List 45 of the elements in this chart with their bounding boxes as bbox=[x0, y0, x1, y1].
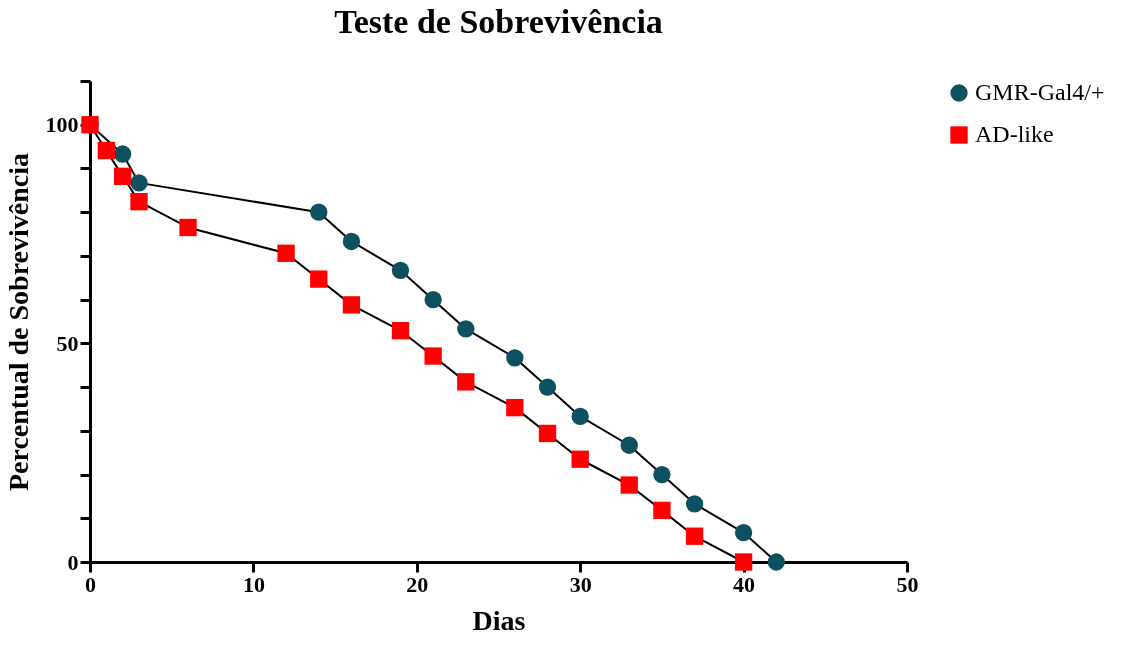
point bbox=[734, 524, 753, 542]
point bbox=[424, 347, 442, 365]
legend-label: GMR-Gal4/+ bbox=[975, 79, 1105, 105]
point bbox=[179, 218, 197, 237]
x-tick-label: 10 bbox=[242, 571, 265, 597]
point bbox=[538, 424, 557, 443]
chart-title: Teste de Sobrevivência bbox=[334, 2, 663, 40]
point bbox=[391, 261, 410, 279]
point bbox=[97, 141, 115, 160]
point bbox=[653, 465, 671, 484]
point bbox=[685, 495, 704, 513]
x-tick-label: 30 bbox=[569, 571, 592, 597]
point bbox=[130, 174, 148, 192]
point bbox=[424, 290, 442, 309]
x-tick-label: 20 bbox=[406, 571, 429, 597]
point bbox=[653, 501, 671, 520]
x-tick-label: 0 bbox=[85, 571, 96, 597]
point bbox=[114, 145, 132, 163]
point bbox=[457, 320, 475, 338]
point bbox=[277, 244, 295, 262]
point bbox=[310, 203, 328, 221]
x-tick-label: 40 bbox=[733, 571, 756, 597]
y-tick-label: 50 bbox=[56, 330, 79, 356]
x-tick-label: 50 bbox=[896, 571, 919, 597]
point bbox=[114, 167, 132, 185]
point bbox=[391, 322, 410, 340]
point bbox=[767, 553, 785, 571]
point bbox=[457, 373, 475, 391]
point bbox=[130, 193, 148, 211]
point bbox=[310, 270, 328, 288]
point bbox=[538, 378, 557, 396]
y-tick-label: 0 bbox=[67, 549, 79, 575]
point bbox=[620, 476, 638, 494]
x-axis-title: Dias bbox=[472, 604, 526, 636]
point bbox=[571, 407, 589, 426]
point bbox=[571, 450, 589, 468]
point bbox=[506, 349, 524, 367]
point bbox=[342, 296, 361, 314]
point bbox=[620, 436, 638, 454]
point bbox=[685, 527, 704, 545]
legend-label: AD-like bbox=[975, 121, 1054, 147]
point bbox=[506, 398, 524, 417]
point bbox=[342, 232, 361, 251]
y-tick-label: 100 bbox=[45, 112, 79, 138]
y-axis-title: Percentual de Sobrevivência bbox=[2, 152, 34, 492]
